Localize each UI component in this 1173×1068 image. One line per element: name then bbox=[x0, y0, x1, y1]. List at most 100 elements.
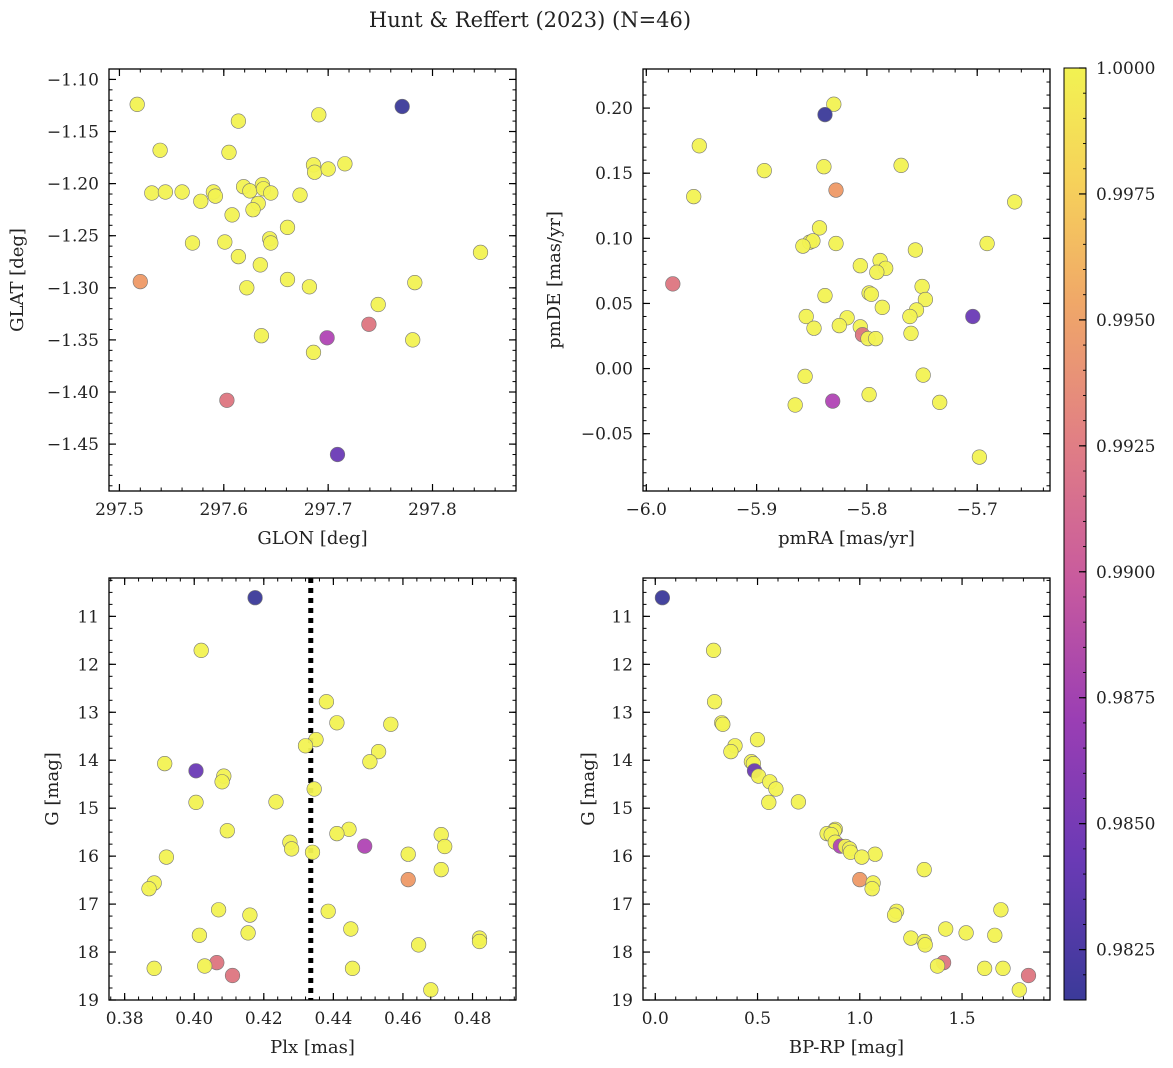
data-point bbox=[831, 318, 847, 334]
colorbar-tick-label: 0.9875 bbox=[1096, 689, 1155, 709]
data-point bbox=[915, 367, 931, 383]
y-tick-label: −1.10 bbox=[47, 70, 99, 90]
panel-plx-g: 0.38 0.40 0.42 0.44 0.46 0.48 11 12 13 14 15 16 17 18… bbox=[42, 577, 517, 1058]
data-point bbox=[864, 881, 880, 897]
data-point bbox=[193, 642, 209, 659]
x-axis-label: GLON [deg] bbox=[257, 528, 367, 549]
data-point bbox=[188, 794, 204, 811]
data-point bbox=[993, 902, 1009, 918]
panel-pmra-pmde: −6.0 −5.9 −5.8 −5.7 −0.05 0.00 0.05 0.10 0.15 0.2… bbox=[544, 68, 1051, 549]
data-point bbox=[400, 846, 416, 862]
colorbar-gradient bbox=[1063, 67, 1087, 1001]
y-tick-label: 11 bbox=[611, 607, 633, 627]
data-point bbox=[861, 387, 877, 403]
data-point bbox=[917, 291, 934, 308]
colorbar: 0.9825 0.9850 0.9875 0.9900 0.9925 0.9950 0.99… bbox=[1063, 59, 1155, 1001]
data-point bbox=[854, 849, 870, 865]
data-point bbox=[852, 258, 868, 274]
data-point bbox=[825, 393, 841, 409]
data-point bbox=[279, 271, 296, 288]
data-point bbox=[472, 244, 489, 260]
data-point bbox=[284, 841, 300, 857]
data-point bbox=[806, 320, 822, 336]
data-point bbox=[400, 871, 416, 888]
data-point bbox=[665, 276, 681, 292]
plot-frame bbox=[108, 577, 517, 1001]
colorbar-tick-label: 0.9950 bbox=[1096, 311, 1155, 331]
plot-frame bbox=[108, 68, 517, 492]
data-point bbox=[654, 590, 671, 606]
data-point bbox=[214, 774, 230, 790]
data-point bbox=[141, 881, 157, 897]
colorbar-tick-label: 0.9900 bbox=[1096, 563, 1155, 583]
data-point bbox=[320, 903, 336, 919]
data-point bbox=[929, 958, 946, 974]
data-point bbox=[301, 279, 318, 295]
data-point bbox=[306, 781, 322, 797]
data-point bbox=[869, 264, 885, 280]
data-point bbox=[329, 715, 345, 731]
y-tick-label: −1.20 bbox=[47, 175, 99, 195]
y-tick-label: 16 bbox=[77, 847, 99, 867]
data-point bbox=[157, 184, 173, 200]
y-tick-label: 17 bbox=[77, 895, 99, 915]
data-point bbox=[188, 763, 204, 779]
data-point bbox=[252, 257, 268, 273]
y-tick-label: 18 bbox=[611, 943, 633, 963]
data-point bbox=[433, 861, 449, 878]
y-tick-label: 19 bbox=[611, 991, 633, 1011]
y-tick-label: 18 bbox=[77, 943, 99, 963]
y-tick-label: 19 bbox=[77, 991, 99, 1011]
data-point bbox=[219, 392, 235, 408]
data-point bbox=[903, 930, 919, 946]
y-tick-label: −1.15 bbox=[47, 123, 99, 143]
x-tick-label: 297.5 bbox=[95, 500, 144, 520]
data-point bbox=[705, 642, 722, 659]
data-point bbox=[686, 189, 702, 205]
y-tick-label: 17 bbox=[611, 895, 633, 915]
y-tick-label: 0.10 bbox=[595, 229, 633, 249]
data-point bbox=[311, 107, 327, 123]
data-point bbox=[691, 138, 707, 154]
x-axis-label: Plx [mas] bbox=[270, 1037, 355, 1058]
data-point bbox=[292, 187, 308, 203]
x-axis-label: pmRA [mas/yr] bbox=[778, 528, 915, 549]
x-tick-label: 0.44 bbox=[314, 1009, 352, 1029]
data-point bbox=[423, 982, 439, 998]
colorbar-tick-label: 0.9925 bbox=[1096, 437, 1155, 457]
data-point bbox=[902, 308, 918, 325]
data-point bbox=[976, 960, 993, 977]
data-point bbox=[816, 159, 832, 175]
data-point bbox=[852, 871, 868, 888]
y-tick-label: 15 bbox=[611, 799, 633, 819]
data-point bbox=[790, 794, 807, 810]
x-tick-label: −5.9 bbox=[736, 500, 777, 520]
x-tick-label: 0.0 bbox=[642, 1009, 669, 1029]
data-point bbox=[938, 921, 954, 937]
x-tick-label: 0.5 bbox=[744, 1009, 771, 1029]
y-tick-label: 12 bbox=[77, 655, 99, 675]
figure-title: Hunt & Reffert (2023) (N=46) bbox=[369, 8, 691, 32]
colorbar-tick-label: 0.9825 bbox=[1096, 941, 1155, 961]
colorbar-tick-label: 1.0000 bbox=[1096, 59, 1155, 79]
y-tick-label: 0.15 bbox=[595, 164, 633, 184]
data-point bbox=[344, 960, 361, 977]
data-point bbox=[207, 188, 223, 204]
data-point bbox=[867, 846, 883, 862]
y-axis-label: G [mag] bbox=[578, 752, 599, 825]
y-tick-label: 0.00 bbox=[595, 360, 633, 380]
data-point bbox=[917, 937, 933, 953]
x-tick-label: 297.8 bbox=[408, 500, 457, 520]
data-point bbox=[343, 921, 359, 937]
data-point bbox=[817, 288, 833, 304]
y-tick-label: 0.20 bbox=[595, 99, 633, 119]
data-point bbox=[817, 106, 833, 123]
data-point bbox=[337, 156, 353, 172]
data-point bbox=[242, 907, 258, 923]
data-point bbox=[706, 694, 723, 710]
x-tick-label: 1.0 bbox=[846, 1009, 873, 1029]
data-point bbox=[979, 235, 995, 252]
y-tick-label: −1.25 bbox=[47, 227, 99, 247]
data-point bbox=[144, 185, 160, 201]
data-point bbox=[239, 280, 255, 296]
